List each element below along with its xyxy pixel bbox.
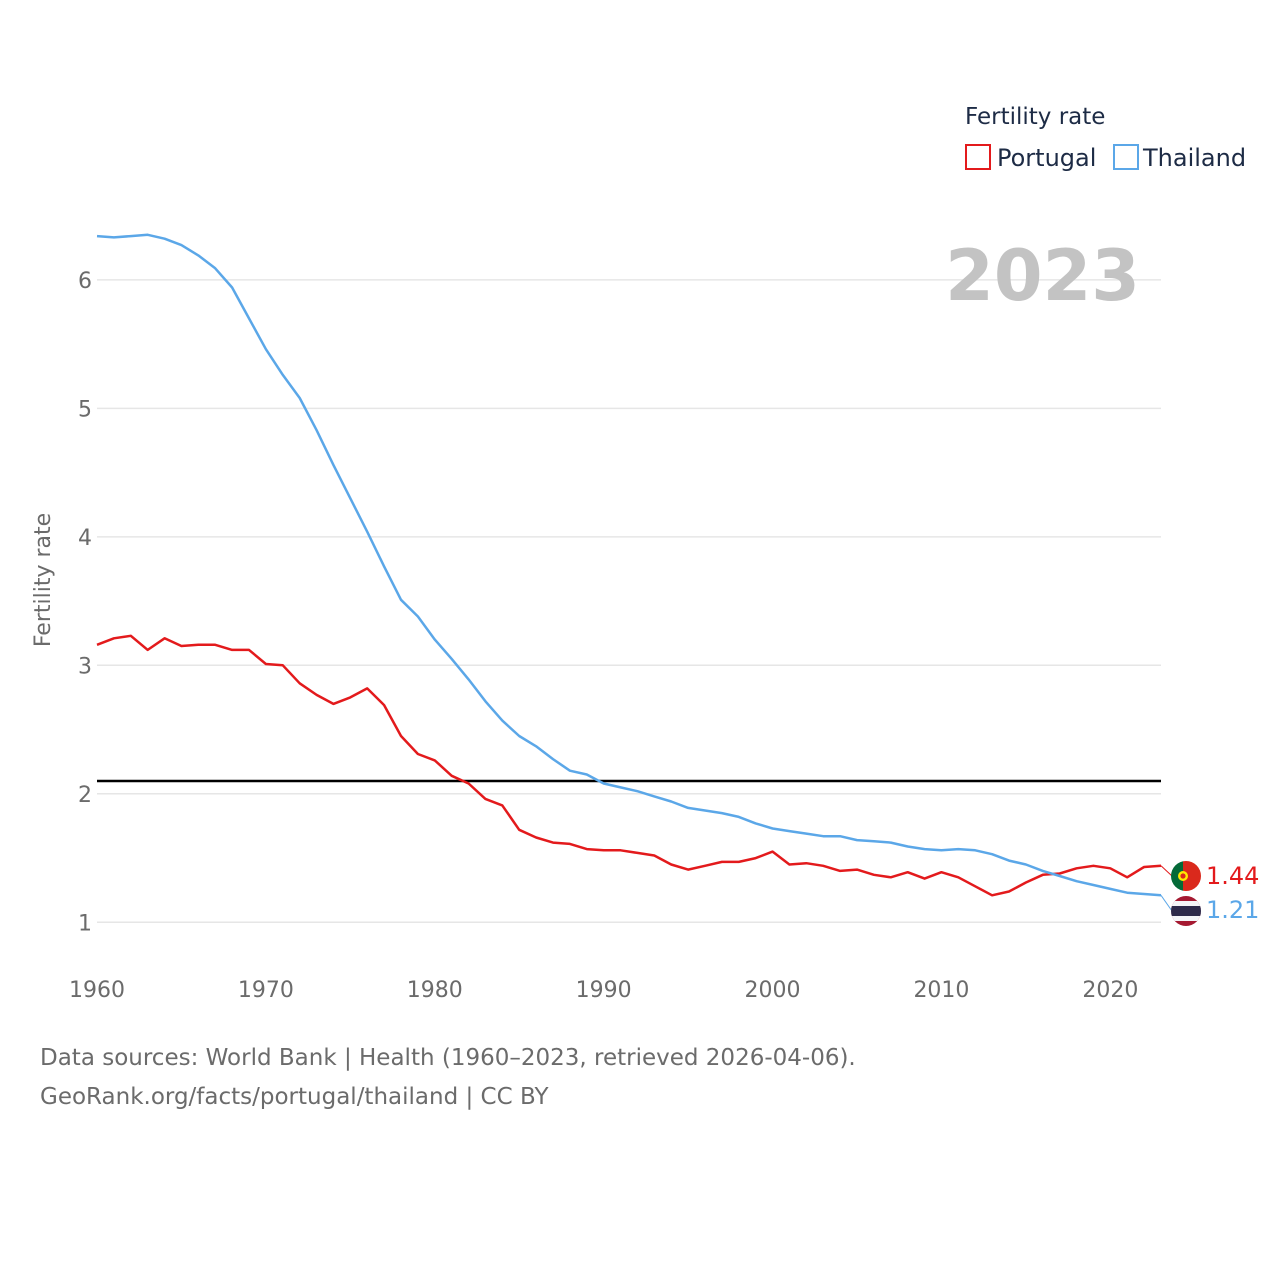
legend-label-thailand: Thailand (1142, 144, 1246, 172)
thailand-flag-icon (1171, 896, 1201, 926)
x-tick-label-1980: 1980 (407, 978, 463, 1003)
x-tick-label-2010: 2010 (913, 978, 969, 1003)
y-tick-label-1: 1 (78, 911, 92, 936)
footer-attribution[interactable]: GeoRank.org/facts/portugal/thailand | CC… (40, 1084, 549, 1110)
y-tick-label-3: 3 (78, 654, 92, 679)
x-tick-label-1990: 1990 (576, 978, 632, 1003)
grid-lines (97, 279, 1161, 924)
y-tick-label-2: 2 (78, 783, 92, 808)
thailand-end-value: 1.21 (1206, 896, 1259, 924)
series-lines (96, 233, 1173, 912)
legend-swatch-thailand (1113, 144, 1139, 170)
legend-swatch-portugal (965, 144, 991, 170)
portugal-flag-icon (1171, 861, 1201, 891)
y-axis-ticks: 1 2 3 4 5 6 (78, 269, 92, 936)
end-connector-thailand (1160, 895, 1173, 912)
fertility-line-chart: 1 2 3 4 5 6 1960 1970 1980 1990 2000 2010 2020 Fert… (31, 104, 1259, 1003)
x-tick-label-1970: 1970 (238, 978, 294, 1003)
y-tick-label-6: 6 (78, 269, 92, 294)
y-tick-label-5: 5 (78, 397, 92, 422)
y-tick-label-4: 4 (78, 526, 92, 551)
series-line-portugal (96, 634, 1162, 897)
y-axis-label: Fertility rate (31, 513, 56, 647)
series-line-thailand (96, 233, 1162, 897)
legend-label-portugal: Portugal (997, 144, 1096, 172)
x-tick-label-2000: 2000 (745, 978, 801, 1003)
footer-sources: Data sources: World Bank | Health (1960–… (40, 1045, 856, 1071)
x-axis-ticks: 1960 1970 1980 1990 2000 2010 2020 (69, 978, 1138, 1003)
end-connector-portugal (1160, 865, 1173, 877)
portugal-end-marker: 1.44 (1171, 861, 1259, 891)
legend: Fertility rate Portugal Thailand (965, 104, 1246, 172)
portugal-end-value: 1.44 (1206, 862, 1259, 890)
legend-item-thailand[interactable]: Thailand (1113, 144, 1246, 172)
x-tick-label-2020: 2020 (1082, 978, 1138, 1003)
thailand-end-marker: 1.21 (1171, 896, 1259, 926)
x-tick-label-1960: 1960 (69, 978, 125, 1003)
current-year-label: 2023 (945, 235, 1140, 317)
legend-item-portugal[interactable]: Portugal (965, 144, 1096, 172)
legend-title: Fertility rate (965, 104, 1105, 130)
